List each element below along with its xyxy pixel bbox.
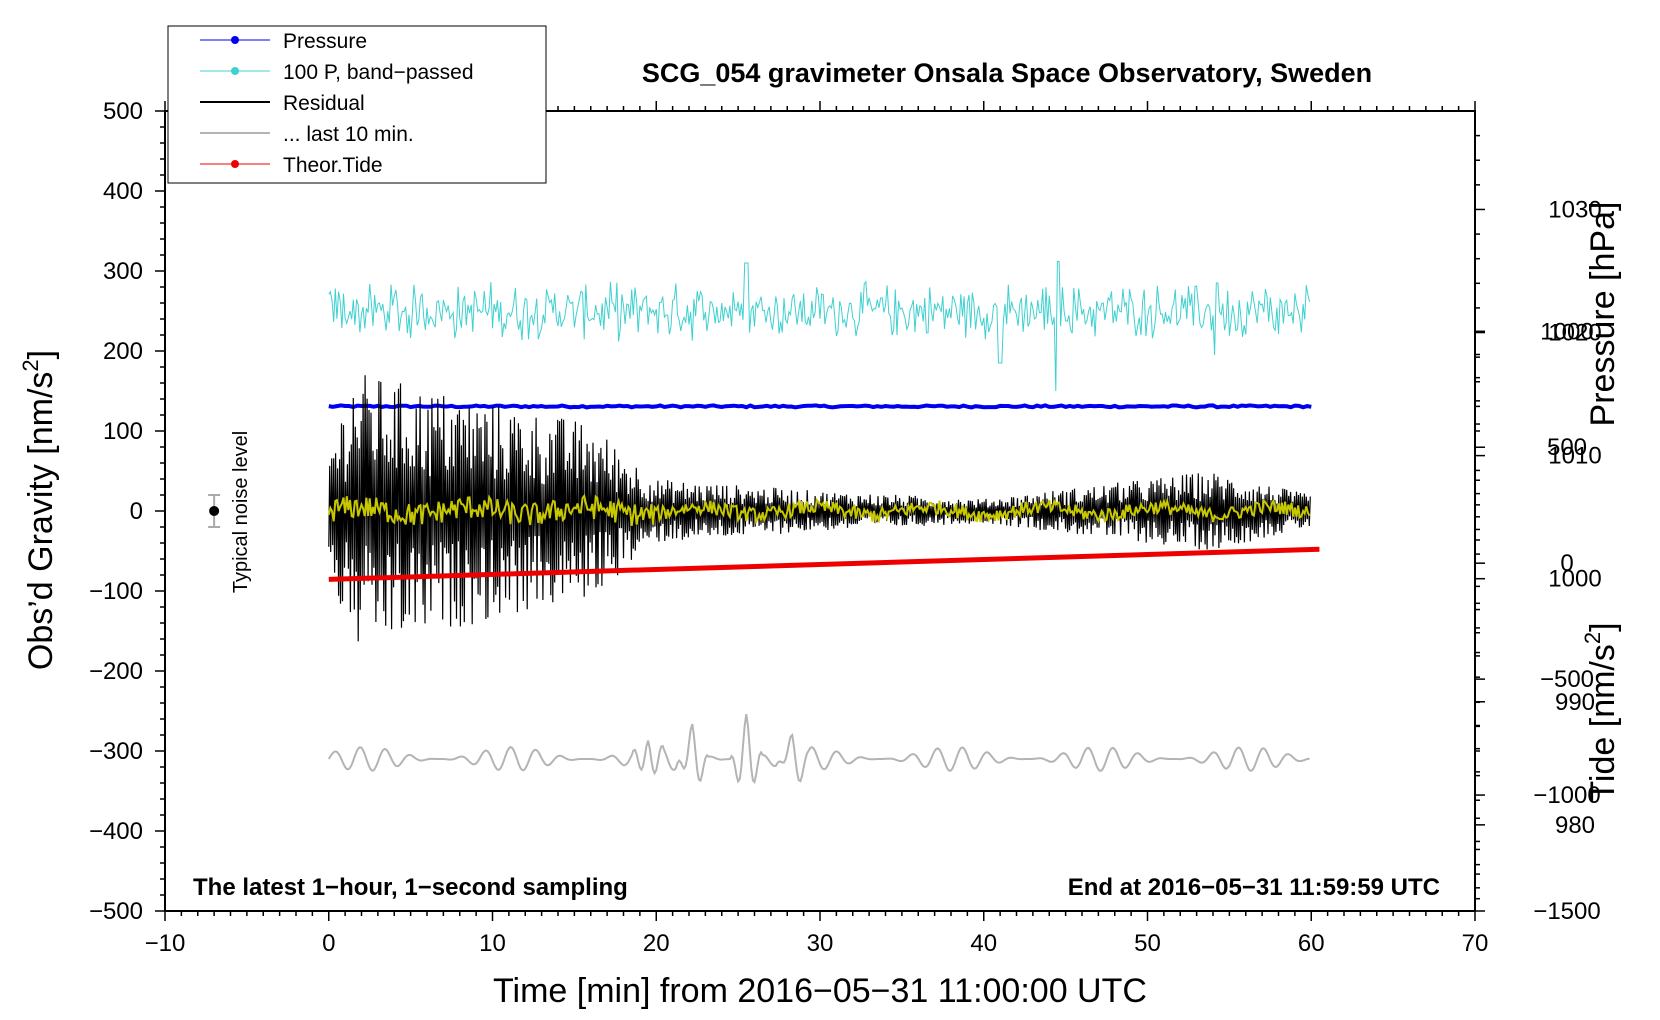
series-theor-tide	[328, 546, 1320, 582]
x-tick-label: 70	[1462, 930, 1489, 957]
y-tick-label: 200	[103, 338, 143, 365]
pressure-tick-label: 1000	[1548, 566, 1601, 593]
y-tick-label: 100	[103, 418, 143, 445]
y-tick-label: −300	[89, 738, 143, 765]
y-tick-label: −200	[89, 658, 143, 685]
legend-item-residual: Residual	[200, 92, 365, 115]
legend-label-last-10-min: ... last 10 min.	[283, 123, 414, 146]
y-axis-tide-label-main: Tide [nm/s	[1584, 644, 1622, 801]
y-axis-tide-ticks: 1000 500 0 −500 −1000 −1500	[1475, 318, 1601, 925]
y-axis-tide-label: Tide [nm/s2]	[1580, 622, 1622, 801]
annotation-sampling: The latest 1−hour, 1−second sampling	[193, 874, 628, 901]
pressure-tick-label: 1010	[1548, 443, 1601, 470]
tide-tick-label: −1000	[1533, 782, 1600, 809]
tide-tick-label: 500	[1547, 434, 1587, 461]
tide-tick-label: −500	[1540, 666, 1594, 693]
tide-tick-label: −1500	[1533, 898, 1600, 925]
legend-item-theor-tide: Theor.Tide	[200, 154, 383, 177]
x-tick-label: 40	[970, 930, 997, 957]
y-tick-label: 500	[103, 98, 143, 125]
y-axis-left-ticks: 500 400 300 200 100 0 −100 −200 −300 −400 −500	[89, 98, 165, 925]
legend-item-band-passed: 100 P, band−passed	[200, 61, 474, 84]
series-pressure	[328, 403, 1312, 410]
x-axis-ticks: −10 0 10 20 30 40 50 60 70	[145, 101, 1489, 957]
legend-label-residual: Residual	[283, 92, 365, 115]
legend-label-theor-tide: Theor.Tide	[283, 154, 383, 177]
x-tick-label: 50	[1134, 930, 1161, 957]
noise-level-marker: Typical noise level	[208, 431, 252, 593]
y-axis-left-label-sup: 2	[18, 359, 43, 371]
legend-marker-pressure	[231, 36, 239, 44]
y-tick-label: −400	[89, 818, 143, 845]
y-tick-label: −100	[89, 578, 143, 605]
y-tick-label: 300	[103, 258, 143, 285]
y-tick-label: 400	[103, 178, 143, 205]
pressure-tick-label: 1030	[1548, 196, 1601, 223]
x-tick-label: 60	[1298, 930, 1325, 957]
legend-box	[167, 25, 547, 184]
legend-marker-band-passed	[231, 67, 239, 75]
tide-tick-label: 1000	[1540, 318, 1593, 345]
legend: Pressure 100 P, band−passed Residual ...…	[167, 25, 547, 184]
y-axis-left-label-main: Obs’d Gravity [nm/s	[22, 372, 60, 671]
tide-tick-label: 0	[1560, 550, 1573, 577]
x-tick-label: −10	[145, 930, 186, 957]
x-tick-label: 0	[322, 930, 335, 957]
noise-level-label: Typical noise level	[230, 431, 252, 593]
series-layer	[327, 260, 1320, 785]
series-residual-smoothed	[327, 493, 1311, 526]
legend-item-last-10-min: ... last 10 min.	[200, 123, 414, 146]
x-tick-label: 20	[643, 930, 670, 957]
y-axis-tide-label-end: ]	[1584, 622, 1622, 631]
series-last-10-min	[327, 713, 1310, 785]
series-band-passed	[328, 260, 1311, 392]
x-axis-label: Time [min] from 2016−05−31 11:00:00 UTC	[493, 972, 1147, 1010]
y-axis-left-label: Obs’d Gravity [nm/s2]	[18, 350, 60, 670]
y-tick-label: −500	[89, 898, 143, 925]
legend-item-pressure: Pressure	[200, 30, 367, 53]
y-tick-label: 0	[130, 498, 143, 525]
annotation-end-time: End at 2016−05−31 11:59:59 UTC	[1068, 874, 1440, 901]
x-tick-label: 10	[479, 930, 506, 957]
noise-dot	[209, 506, 220, 516]
x-tick-label: 30	[807, 930, 834, 957]
pressure-tick-label: 1020	[1548, 320, 1601, 347]
y-axis-tide-label-sup: 2	[1580, 632, 1605, 644]
pressure-tick-label: 990	[1555, 689, 1595, 716]
legend-label-band-passed: 100 P, band−passed	[283, 61, 474, 84]
y-axis-left-label-end: ]	[22, 350, 60, 359]
y-axis-pressure-label: Pressure [hPa]	[1584, 202, 1622, 427]
pressure-tick-label: 980	[1555, 812, 1595, 839]
chart-title: SCG_054 gravimeter Onsala Space Observat…	[642, 58, 1372, 88]
series-residual	[328, 375, 1311, 642]
legend-marker-theor-tide	[231, 160, 239, 168]
legend-label-pressure: Pressure	[283, 30, 367, 53]
